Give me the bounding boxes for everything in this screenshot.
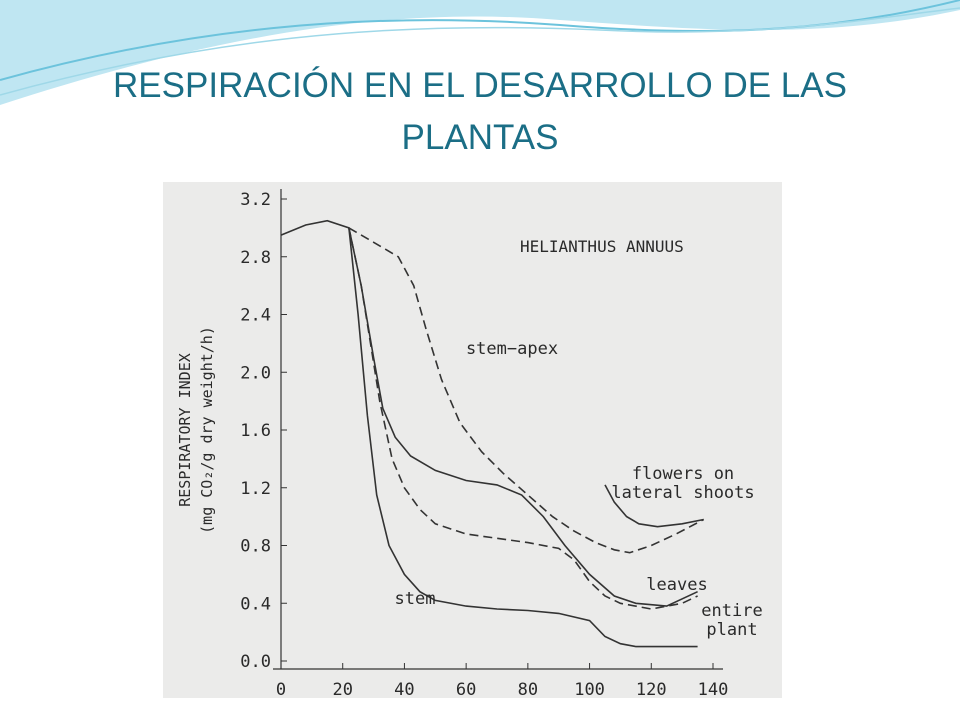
series-label: leaves	[646, 575, 708, 595]
slide-title: RESPIRACIÓN EN EL DESARROLLO DE LAS PLAN…	[113, 66, 847, 157]
y-tick-label: 3.2	[240, 190, 271, 210]
x-tick-label: 140	[698, 680, 729, 700]
y-tick-label: 2.8	[240, 248, 271, 268]
series-label: stem−apex	[465, 339, 559, 359]
y-tick-label: 0.0	[240, 652, 271, 672]
series-line	[348, 227, 698, 607]
series-line	[604, 484, 704, 528]
x-tick-label: 60	[456, 680, 476, 700]
y-tick-label: 2.0	[240, 363, 271, 383]
series-line	[348, 227, 698, 610]
annotation: HELIANTHUS ANNUUS	[520, 237, 684, 256]
y-tick-label: 0.8	[240, 537, 271, 557]
wave-line	[0, 7, 960, 96]
y-tick-label: 1.6	[240, 421, 271, 441]
series-line	[348, 227, 705, 554]
y-axis-label: RESPIRATORY INDEX	[176, 353, 194, 507]
x-tick-label: 40	[394, 680, 414, 700]
series-label: stem	[394, 589, 436, 609]
y-tick-label: 1.2	[240, 479, 271, 499]
x-tick-label: 0	[276, 680, 286, 700]
y-tick-label: 0.4	[240, 594, 271, 614]
y-tick-label: 2.4	[240, 306, 271, 326]
x-tick-label: 80	[518, 680, 538, 700]
series-line	[280, 219, 698, 648]
x-tick-label: 20	[332, 680, 352, 700]
series-label: entire plant	[701, 601, 763, 640]
header-wave	[0, 0, 960, 105]
x-tick-label: 100	[574, 680, 605, 700]
x-tick-label: 120	[636, 680, 667, 700]
series-label: flowers on lateral shoots	[611, 464, 755, 503]
y-axis-label: (mg CO₂/g dry weight/h)	[198, 326, 216, 534]
